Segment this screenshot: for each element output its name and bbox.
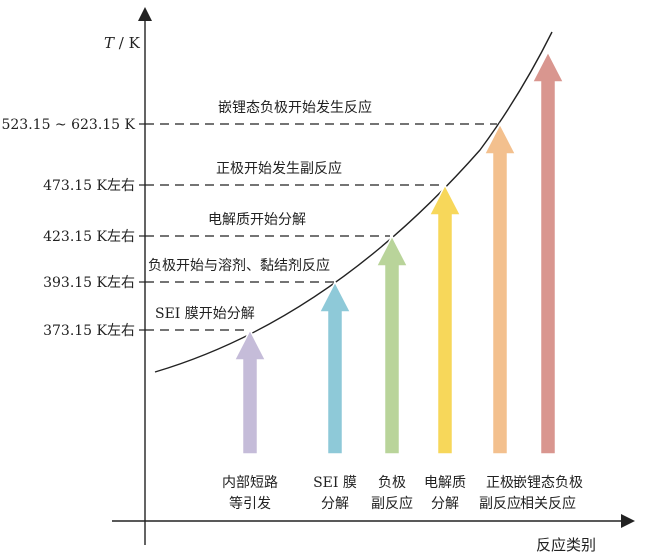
category-label-line2: 分解 [321,496,349,512]
category-label-line2: 分解 [431,496,459,512]
y-tick-label: 393.15 K左右 [43,275,135,291]
category-label-line2: 等引发 [229,495,271,512]
reaction-arrow [233,328,267,455]
arrows-layer [233,50,565,455]
category-label-line1: 负极 [378,475,406,491]
category-label-line1: 内部短路 [222,475,278,491]
category-label-line2: 副反应 [371,495,413,512]
level-annotation: 正极开始发生副反应 [216,160,342,177]
category-label-line2: 副反应 [479,495,521,512]
category-label-line1: 正极 [486,475,514,491]
level-annotation: 电解质开始分解 [208,212,306,228]
level-annotation: SEI 膜开始分解 [155,306,255,322]
category-label-line1: 嵌锂态负极 [513,475,583,491]
y-tick-label: 473.15 K左右 [43,178,135,194]
category-label-line2: 相关反应 [520,495,576,512]
y-tick-label: 523.15 ~ 623.15 K [1,117,135,133]
y-axis-title: T / K [104,34,141,52]
category-label-line1: 电解质 [424,475,466,491]
levels-layer: 373.15 K左右 SEI 膜开始分解 393.15 K左右负极开始与溶剂、黏结剂… [1,99,497,339]
level-annotation: 负极开始与溶剂、黏结剂反应 [148,257,330,274]
y-tick-label: 423.15 K左右 [43,229,135,245]
reaction-arrow [375,234,409,455]
reaction-arrow [428,183,462,455]
level-annotation: 嵌锂态负极开始发生反应 [218,99,372,116]
temperature-curve [154,31,553,373]
reaction-arrow [318,280,352,455]
x-axis-title: 反应类别 [536,536,596,554]
y-tick-label: 373.15 K左右 [43,323,135,339]
reaction-arrow [531,50,565,455]
reaction-arrow [483,122,517,455]
category-label-line1: SEI 膜 [313,475,357,491]
